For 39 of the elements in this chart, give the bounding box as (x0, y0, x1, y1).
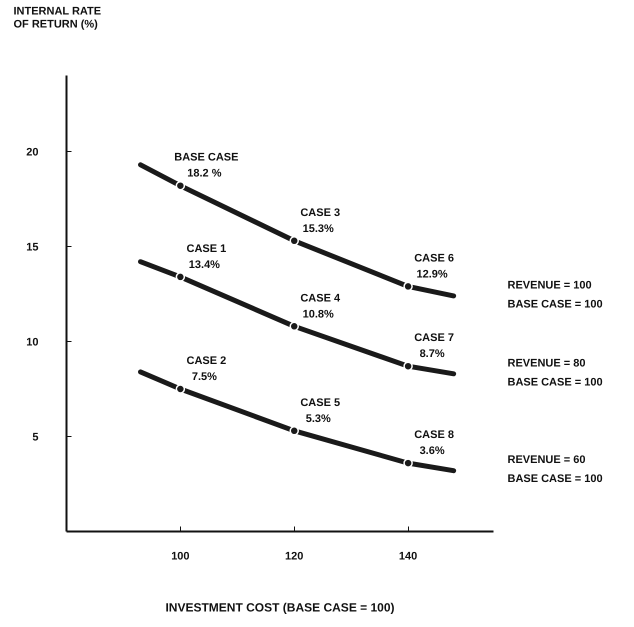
annotation: CASE 4 (300, 292, 341, 304)
data-label: 5.3% (306, 412, 331, 425)
annotation: CASE 3 (300, 206, 340, 219)
y-tick-label: 10 (26, 336, 39, 348)
data-label: 8.7% (420, 348, 445, 360)
data-label: 12.9% (416, 268, 448, 280)
data-label: 13.4% (188, 258, 220, 271)
x-axis-title: INVESTMENT COST (BASE CASE = 100) (165, 600, 395, 614)
point (289, 236, 299, 246)
point (176, 384, 186, 394)
data-label: 18.2 % (187, 168, 222, 180)
data-label: 10.8% (302, 308, 334, 320)
y-axis-title: INTERNAL RATE OF RETURN (%) (14, 6, 102, 30)
annotation: CASE 2 (186, 355, 226, 367)
annotation: CASE 6 (414, 252, 454, 264)
annotation: BASE CASE (174, 152, 238, 164)
point (176, 180, 186, 190)
x-tick-label: 100 (171, 550, 190, 562)
point (289, 322, 299, 332)
point (403, 361, 413, 371)
annotation: CASE 8 (414, 429, 454, 442)
x-tick-label: 140 (398, 550, 418, 562)
text: REVENUE = 100 BASE CASE = 100 (508, 279, 603, 310)
point (403, 282, 413, 292)
y-tick-label: 20 (26, 146, 39, 158)
data-label: 7.5% (192, 371, 218, 383)
text: REVENUE = 80 BASE CASE = 100 (508, 357, 603, 388)
annotation: CASE 7 (414, 332, 454, 344)
point (403, 458, 413, 468)
annotation: CASE 5 (300, 396, 340, 409)
data-label: 3.6% (420, 445, 445, 458)
y-tick-label: 5 (32, 432, 39, 444)
text: REVENUE = 60 BASE CASE = 100 (508, 454, 603, 486)
x-tick-label: 120 (285, 550, 304, 562)
annotation: CASE 1 (186, 242, 226, 255)
point (176, 272, 186, 282)
data-label: 15.3% (302, 222, 334, 235)
point (289, 426, 299, 436)
y-tick-label: 15 (26, 242, 39, 254)
